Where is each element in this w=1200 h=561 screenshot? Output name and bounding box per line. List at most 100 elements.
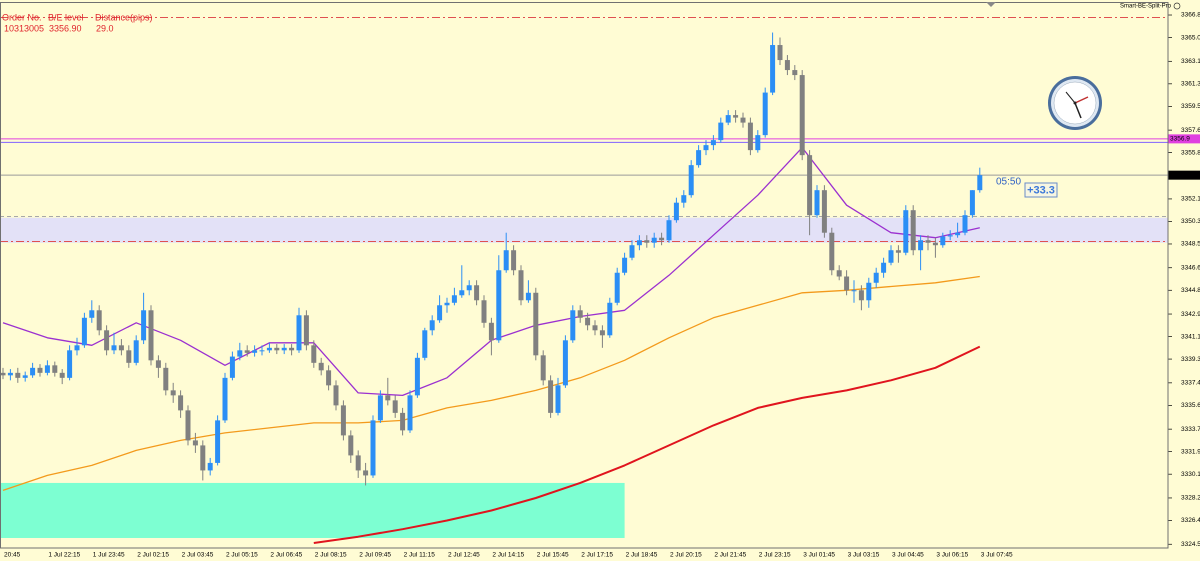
candle-body bbox=[22, 375, 28, 378]
candle-body bbox=[52, 365, 58, 373]
candle-body bbox=[274, 347, 280, 351]
candle-body bbox=[118, 345, 124, 351]
y-tick-label: 3333.7 bbox=[1181, 426, 1200, 433]
x-tick-label: 2 Jul 09:45 bbox=[359, 552, 391, 559]
candle-body bbox=[407, 395, 413, 431]
candle-body bbox=[762, 92, 768, 136]
candle-body bbox=[799, 75, 805, 156]
candle-body bbox=[481, 300, 487, 323]
candle-body bbox=[370, 420, 376, 476]
candle-body bbox=[30, 367, 36, 376]
candle-body bbox=[548, 380, 554, 413]
profit-box bbox=[1024, 182, 1058, 198]
candle-body bbox=[925, 240, 931, 243]
header-cell: 29.0 bbox=[96, 23, 114, 33]
x-tick-label: 2 Jul 05:15 bbox=[226, 552, 258, 559]
candle-body bbox=[363, 470, 369, 476]
y-tick-label: 3335.6 bbox=[1181, 402, 1200, 409]
countdown: 05:50 bbox=[996, 177, 1021, 188]
clock-pin bbox=[1073, 101, 1077, 105]
candle-body bbox=[844, 276, 850, 291]
candle-body bbox=[59, 372, 65, 378]
candle-body bbox=[585, 317, 591, 326]
candle-body bbox=[503, 250, 509, 271]
candle-body bbox=[37, 367, 43, 373]
candle-body bbox=[932, 242, 938, 246]
candle-body bbox=[422, 330, 428, 358]
y-tick-label: 3348.5 bbox=[1181, 241, 1200, 248]
candle-body bbox=[414, 357, 420, 396]
header-col: Order No. bbox=[2, 12, 42, 22]
candle-body bbox=[755, 135, 761, 151]
candle-body bbox=[244, 350, 250, 353]
candle-body bbox=[207, 462, 213, 471]
candle-body bbox=[888, 250, 894, 263]
y-tick-label: 3344.8 bbox=[1181, 287, 1200, 294]
candle-body bbox=[318, 362, 324, 371]
candle-body bbox=[237, 350, 243, 357]
y-tick-label: 3355.8 bbox=[1181, 149, 1200, 156]
candle-body bbox=[570, 310, 576, 341]
candle-body bbox=[148, 310, 154, 361]
header-col: Distance(pips) bbox=[95, 12, 153, 22]
candle-body bbox=[429, 320, 435, 331]
candle-body bbox=[740, 117, 746, 123]
candle-body bbox=[111, 345, 117, 351]
x-tick-label: 2 Jul 14:15 bbox=[492, 552, 524, 559]
zone bbox=[0, 217, 1168, 243]
candle-body bbox=[133, 340, 139, 363]
candle-body bbox=[141, 310, 147, 341]
candle-body bbox=[400, 412, 406, 431]
candle-body bbox=[163, 367, 169, 391]
clock-hand bbox=[1074, 96, 1089, 104]
header-col: B/E level bbox=[48, 12, 84, 22]
y-tick-label: 3357.6 bbox=[1181, 127, 1200, 134]
y-tick-label: 3365.0 bbox=[1181, 34, 1200, 41]
shift-marker bbox=[986, 2, 996, 7]
y-tick-label: 3337.4 bbox=[1181, 380, 1200, 387]
x-tick-label: 2 Jul 08:15 bbox=[315, 552, 347, 559]
candle-body bbox=[474, 285, 480, 301]
x-tick-label: 2 Jul 03:45 bbox=[182, 552, 214, 559]
y-tick-label: 3328.2 bbox=[1181, 495, 1200, 502]
candle-body bbox=[229, 356, 235, 378]
x-tick-label: 2 Jul 06:45 bbox=[270, 552, 302, 559]
y-tick-label: 3346.6 bbox=[1181, 264, 1200, 271]
candle-body bbox=[459, 290, 465, 296]
indicator-name: Smart-BE-Split-Pro bbox=[1120, 4, 1172, 10]
x-tick-label: 2 Jul 12:45 bbox=[448, 552, 480, 559]
candle-body bbox=[592, 325, 598, 331]
candle-body bbox=[977, 175, 983, 191]
candle-body bbox=[281, 347, 287, 351]
x-tick-label: 2 Jul 02:15 bbox=[137, 552, 169, 559]
candle-body bbox=[829, 232, 835, 271]
candle-body bbox=[155, 360, 161, 368]
ma-line bbox=[313, 345, 981, 544]
candle-body bbox=[962, 215, 968, 233]
candle-body bbox=[555, 385, 561, 413]
candle-body bbox=[651, 237, 657, 243]
candle-body bbox=[104, 330, 110, 351]
header-cell: 10313005 bbox=[4, 23, 44, 33]
x-tick-label: 3 Jul 06:15 bbox=[936, 552, 968, 559]
candle-body bbox=[636, 240, 642, 246]
candle-body bbox=[918, 240, 924, 251]
x-tick-label: 3 Jul 01:45 bbox=[803, 552, 835, 559]
candle-body bbox=[562, 340, 568, 386]
y-tick-label: 3366.8 bbox=[1181, 12, 1200, 19]
candle-body bbox=[170, 390, 176, 396]
profit-label: +33.3 bbox=[1027, 184, 1055, 196]
y-tick-label: 3326.4 bbox=[1181, 517, 1200, 524]
x-tick-label: 1 Jul 23:45 bbox=[93, 552, 125, 559]
candle-body bbox=[969, 190, 975, 216]
candle-body bbox=[303, 315, 309, 346]
x-tick-label: 2 Jul 15:45 bbox=[537, 552, 569, 559]
candle-body bbox=[607, 302, 613, 336]
candle-body bbox=[252, 350, 258, 353]
candle-body bbox=[696, 150, 702, 166]
clock-hand bbox=[1074, 102, 1082, 119]
candle-body bbox=[718, 122, 724, 141]
x-tick-label: 2 Jul 23:15 bbox=[759, 552, 791, 559]
candle-body bbox=[7, 372, 13, 376]
